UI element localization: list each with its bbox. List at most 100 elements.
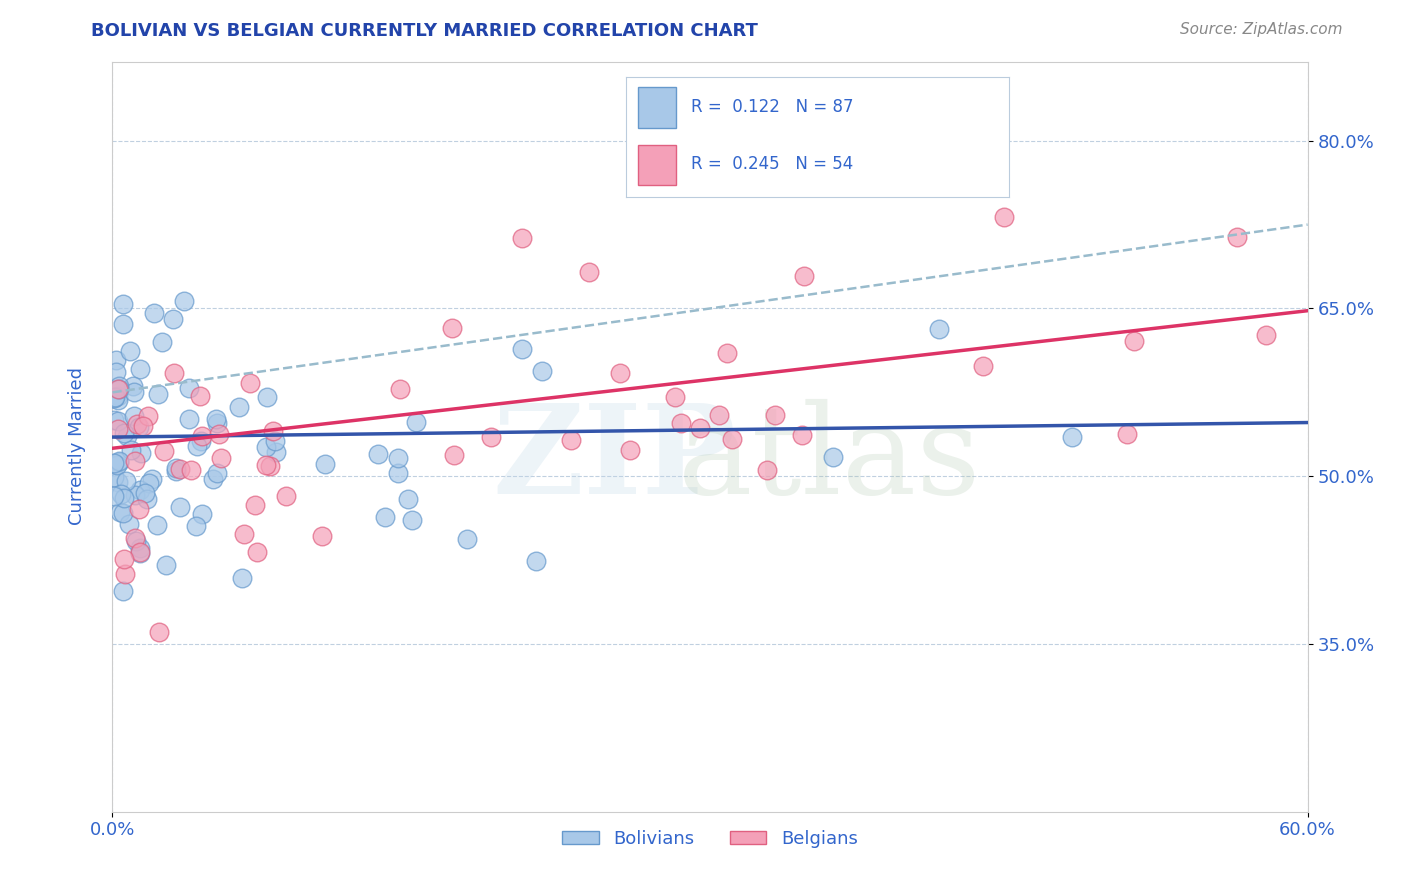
Point (274, 489, 297, 503)
Point (107, 382, 129, 396)
Point (107, 414, 129, 428)
Point (928, 322, 950, 336)
Point (107, 392, 129, 407)
Point (105, 458, 128, 472)
Point (821, 450, 844, 464)
Point (135, 492, 157, 507)
Point (254, 440, 277, 454)
Point (129, 362, 152, 376)
Point (374, 509, 396, 524)
Point (993, 211, 1015, 225)
Point (143, 306, 166, 320)
Point (110, 486, 132, 500)
Point (208, 427, 231, 442)
Point (108, 454, 131, 468)
Point (108, 505, 131, 519)
Point (105, 365, 128, 379)
Point (114, 567, 136, 582)
Point (1226, 229, 1249, 244)
Point (177, 412, 200, 426)
Point (709, 408, 731, 422)
Point (128, 501, 150, 516)
Point (530, 364, 553, 378)
Point (440, 321, 463, 335)
Point (114, 552, 136, 566)
Point (763, 408, 786, 422)
Point (129, 446, 152, 460)
Point (136, 409, 159, 423)
Point (173, 294, 195, 309)
Point (405, 415, 427, 429)
Point (716, 346, 738, 360)
Point (153, 444, 176, 458)
Point (179, 381, 201, 395)
Point (125, 533, 148, 548)
Point (560, 433, 582, 447)
Point (104, 353, 127, 368)
Point (103, 489, 125, 503)
Point (128, 420, 150, 434)
Point (367, 447, 389, 461)
Point (180, 463, 202, 477)
Point (111, 297, 134, 311)
Point (112, 317, 135, 331)
Point (231, 571, 253, 585)
Point (104, 390, 127, 404)
Point (186, 518, 208, 533)
Point (790, 428, 813, 442)
Point (396, 491, 419, 506)
Point (148, 624, 170, 639)
Point (111, 507, 134, 521)
Point (1123, 334, 1146, 349)
Point (264, 445, 287, 459)
Point (103, 470, 125, 484)
Point (112, 491, 135, 505)
Point (129, 541, 152, 556)
Point (232, 527, 254, 541)
Point (132, 418, 155, 433)
Point (108, 383, 131, 397)
Point (245, 498, 267, 512)
Point (671, 416, 693, 430)
Point (103, 391, 125, 405)
Text: ZIP: ZIP (492, 399, 737, 520)
Point (150, 335, 173, 350)
Point (262, 424, 284, 438)
Point (134, 485, 156, 500)
Point (122, 378, 145, 392)
Point (664, 390, 686, 404)
Point (1254, 328, 1277, 343)
Point (246, 545, 269, 559)
Point (387, 467, 409, 481)
Text: Source: ZipAtlas.com: Source: ZipAtlas.com (1180, 22, 1343, 37)
Point (103, 456, 125, 470)
Point (228, 400, 250, 414)
Point (162, 311, 184, 326)
Point (512, 230, 534, 244)
Point (169, 462, 191, 476)
Point (124, 384, 146, 399)
Point (186, 439, 208, 453)
Point (115, 429, 138, 443)
Point (479, 430, 502, 444)
Point (103, 391, 125, 405)
Point (239, 376, 262, 391)
Point (138, 476, 160, 491)
Point (107, 422, 129, 436)
Point (202, 472, 225, 486)
Point (1115, 427, 1137, 442)
Point (115, 474, 138, 488)
Point (204, 412, 226, 426)
Point (124, 488, 146, 502)
Point (191, 507, 214, 521)
Point (755, 463, 778, 477)
Point (155, 558, 177, 573)
Point (118, 344, 141, 359)
Point (128, 483, 150, 497)
Point (689, 421, 711, 435)
Point (122, 409, 145, 424)
Point (128, 546, 150, 560)
Point (165, 461, 187, 475)
Point (401, 513, 423, 527)
Point (118, 516, 141, 531)
